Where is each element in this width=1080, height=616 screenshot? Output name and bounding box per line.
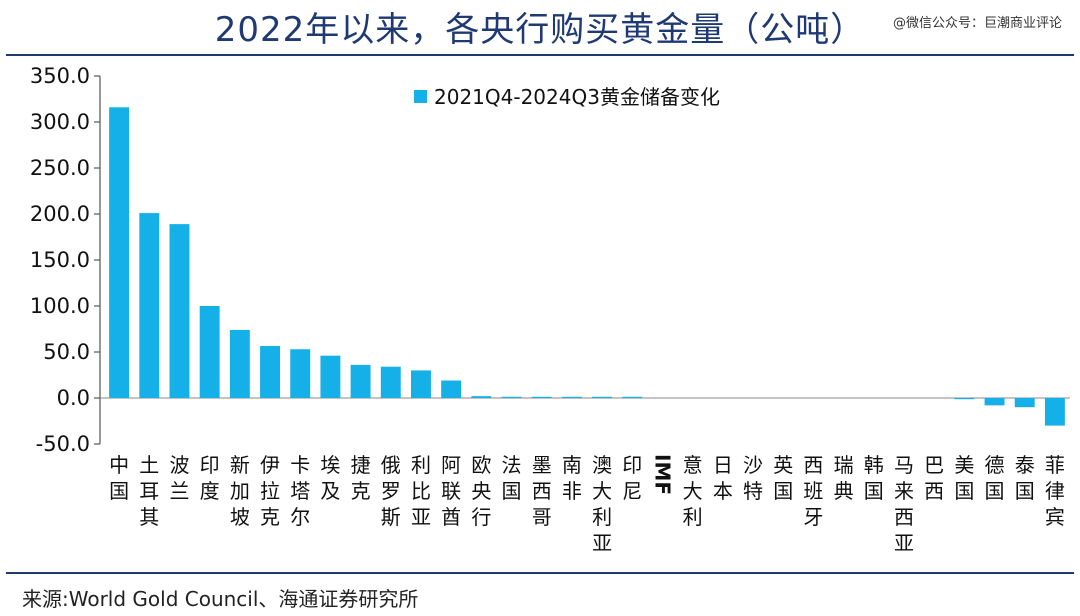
- bar: [380, 366, 401, 398]
- bar: [320, 355, 341, 398]
- bar: [501, 396, 522, 398]
- y-tick-label: -50.0: [36, 432, 90, 456]
- y-tick-label: 250.0: [30, 156, 90, 180]
- category-labels: 中国土耳其波兰印度新加坡伊拉克卡塔尔埃及捷克俄罗斯利比亚阿联酋欧央行法国墨西哥南…: [109, 453, 1065, 555]
- bar: [622, 396, 643, 398]
- bar: [592, 396, 613, 398]
- bar: [984, 398, 1005, 406]
- category-label: 菲律宾: [1045, 453, 1065, 529]
- category-label: 伊拉克: [260, 453, 280, 529]
- bar-chart: -50.0 0.0 50.0 100.0 150.0 200.0 250.0 300.0 350…: [30, 64, 1070, 555]
- category-label: 巴西: [924, 453, 944, 503]
- category-label: 意大利: [683, 453, 703, 529]
- bar: [199, 306, 220, 398]
- category-label: 沙特: [743, 453, 763, 503]
- legend-label: 2021Q4-2024Q3黄金储备变化: [434, 85, 720, 109]
- bar: [290, 349, 311, 398]
- top-divider: [6, 54, 1074, 56]
- bar: [260, 346, 280, 398]
- category-label: 西班牙: [803, 453, 823, 529]
- bar: [109, 107, 130, 398]
- category-label: 美国: [954, 453, 974, 503]
- category-label: 埃及: [320, 453, 340, 503]
- category-label: IMF: [650, 454, 674, 495]
- category-label: 波兰: [169, 453, 189, 503]
- category-label: 德国: [985, 453, 1005, 503]
- y-tick-label: 200.0: [30, 202, 90, 226]
- category-label: 新加坡: [230, 453, 250, 529]
- category-label: 阿联酋: [441, 453, 461, 529]
- bar: [1014, 398, 1035, 408]
- bar: [471, 396, 492, 398]
- category-label: 捷克: [351, 453, 371, 503]
- y-tick-label: 0.0: [57, 386, 90, 410]
- category-label: 印度: [200, 453, 220, 503]
- category-label: 卡塔尔: [290, 453, 310, 529]
- category-label: 印尼: [622, 453, 642, 503]
- category-label: 南非: [562, 453, 582, 503]
- bar: [561, 396, 582, 398]
- bottom-divider: [6, 572, 1074, 574]
- category-label: 韩国: [864, 453, 884, 503]
- chart-title: 2022年以来，各央行购买黄金量（公吨）: [214, 10, 866, 50]
- category-label: 土耳其: [139, 453, 159, 529]
- bar: [441, 380, 462, 398]
- y-tick-label: 100.0: [30, 294, 90, 318]
- category-label: 马来西亚: [894, 453, 914, 555]
- source-note: 来源:World Gold Council、海通证券研究所: [22, 587, 419, 611]
- category-label: 澳大利亚: [592, 453, 612, 555]
- bar: [1044, 398, 1065, 426]
- category-label: 法国: [502, 453, 522, 503]
- category-label: 瑞典: [834, 453, 854, 503]
- bars: [109, 107, 1065, 426]
- bar: [531, 396, 552, 398]
- bar: [139, 213, 160, 398]
- category-label: 泰国: [1015, 453, 1035, 503]
- category-label: 英国: [773, 453, 793, 503]
- y-axis: -50.0 0.0 50.0 100.0 150.0 200.0 250.0 300.0 350…: [30, 64, 1070, 456]
- y-tick-label: 150.0: [30, 248, 90, 272]
- bar: [411, 370, 431, 398]
- bar: [229, 329, 250, 398]
- y-tick-label: 300.0: [30, 110, 90, 134]
- bar: [169, 224, 190, 398]
- bar: [954, 398, 975, 400]
- y-tick-label: 50.0: [43, 340, 90, 364]
- category-label: 俄罗斯: [381, 453, 401, 529]
- category-label: 欧央行: [471, 453, 491, 529]
- legend: 2021Q4-2024Q3黄金储备变化: [414, 85, 720, 109]
- category-label: 日本: [713, 453, 733, 503]
- watermark-text: @微信公众号：巨潮商业评论: [892, 16, 1062, 31]
- legend-swatch: [414, 90, 427, 103]
- category-label: 中国: [109, 453, 129, 503]
- category-label: 利比亚: [411, 453, 431, 529]
- category-label: 墨西哥: [532, 453, 552, 529]
- bar: [350, 364, 371, 398]
- y-tick-label: 350.0: [30, 64, 90, 88]
